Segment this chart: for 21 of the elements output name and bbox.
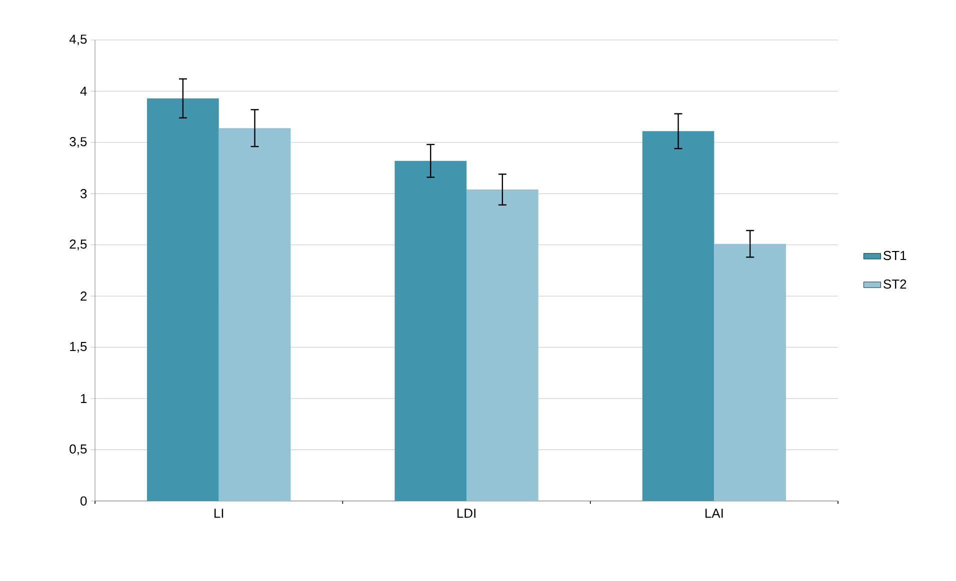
y-tick-label: 2	[80, 292, 87, 301]
y-tick-label: 0,5	[70, 444, 87, 456]
bar	[642, 131, 714, 501]
y-tick-label: 1	[80, 394, 87, 404]
bar	[714, 244, 786, 501]
legend-label: ST2	[884, 279, 906, 289]
bar	[218, 128, 291, 501]
x-tick-label: LAI	[705, 508, 723, 518]
bar	[394, 160, 467, 501]
y-tick-label: 4,5	[69, 34, 87, 46]
y-tick-label: 2,5	[70, 240, 87, 250]
y-tick-label: 0	[80, 496, 87, 506]
y-tick-label: 4	[80, 86, 87, 96]
y-tick-label: 3	[80, 189, 87, 198]
x-tick-label: LI	[214, 508, 224, 518]
bar	[147, 98, 219, 501]
y-tick-label: 1,5	[70, 342, 87, 353]
bar	[466, 190, 538, 501]
x-tick-label: LDI	[457, 508, 476, 518]
y-tick-label: 3,5	[70, 137, 87, 148]
legend-label: ST1	[884, 250, 906, 260]
